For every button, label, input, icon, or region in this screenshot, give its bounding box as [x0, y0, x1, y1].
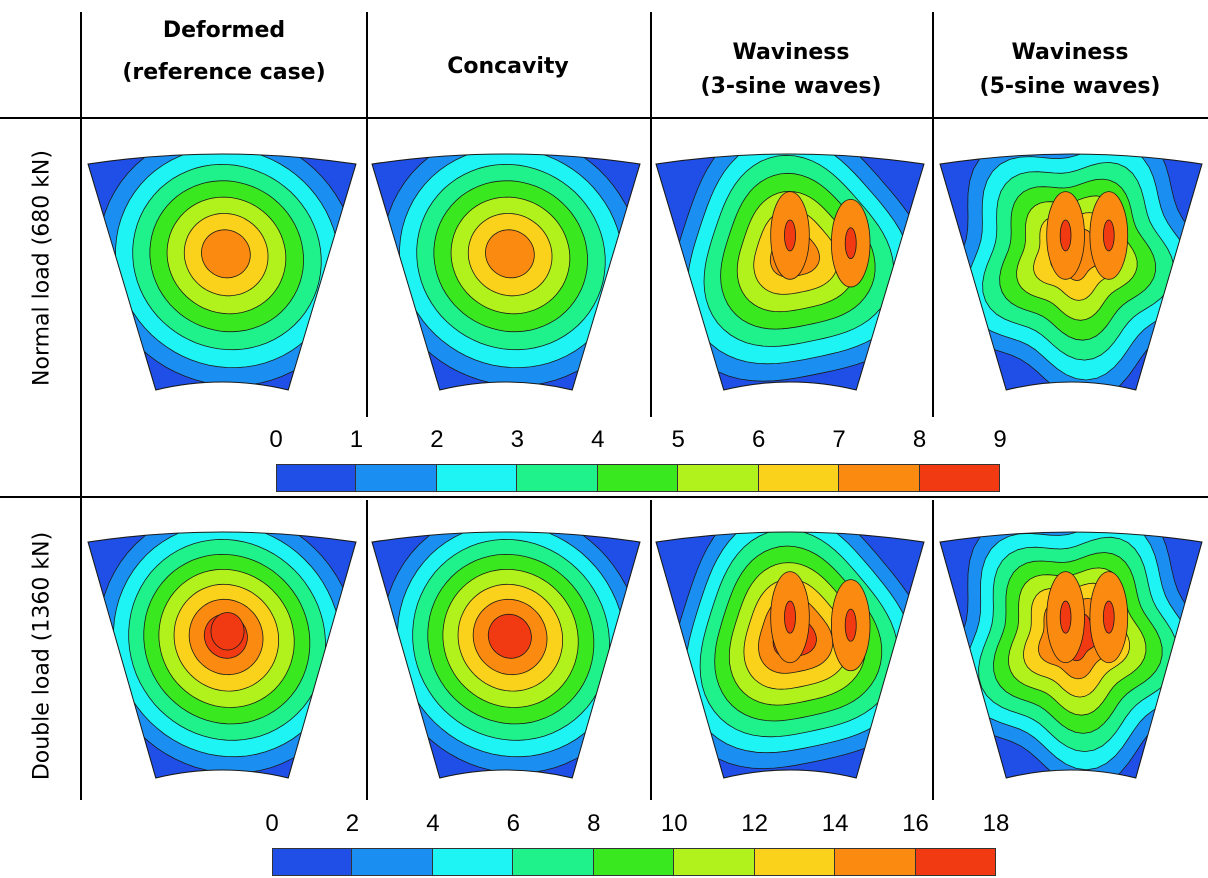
contour-border	[371, 531, 641, 779]
colorbar-segment	[513, 848, 594, 876]
contour-panel-normal-wave5	[939, 153, 1203, 391]
colorbar-segment	[915, 848, 996, 876]
contour-panel-normal-deformed	[87, 153, 357, 391]
grid-line-v2	[366, 12, 368, 417]
row-label-double-load: Double load (1360 kN)	[29, 531, 55, 781]
contour-panel-normal-concavity	[371, 153, 641, 391]
colorbar-segment	[919, 464, 1000, 492]
contour-border	[87, 153, 357, 391]
contour-border	[371, 153, 641, 391]
contour-peak-core	[784, 600, 796, 634]
contour-band	[201, 229, 251, 279]
colorbar-double-load: 0 2 4 6 8 10 12 14 16 18	[265, 810, 1009, 876]
colorbar-segment	[754, 848, 836, 876]
contour-panel-double-deformed	[87, 531, 357, 779]
colorbar-segment	[839, 464, 920, 492]
colorbar-segment	[272, 848, 353, 876]
grid-line-v4	[932, 12, 934, 417]
colorbar-segment	[432, 848, 514, 876]
grid-line-v1	[80, 12, 82, 800]
contour-panel-normal-wave3	[655, 153, 925, 391]
contour-band	[485, 229, 535, 279]
grid-line-h1	[0, 117, 1208, 119]
colorbar-tick-label: 6	[751, 426, 766, 453]
column-header-line1: Waviness	[1011, 40, 1129, 65]
colorbar-segment	[593, 848, 675, 876]
colorbar-tick-label: 9	[993, 426, 1007, 453]
column-header-waviness-3: Waviness (3-sine waves)	[650, 36, 932, 104]
colorbar-tick-label: 12	[741, 810, 769, 837]
colorbar-segment	[356, 464, 437, 492]
colorbar-tick-label: 10	[660, 810, 688, 837]
column-header-line1: Waviness	[732, 40, 850, 65]
contour-panel-double-wave3	[655, 531, 925, 779]
colorbar-tick-label: 16	[902, 810, 929, 837]
column-header-line1: Concavity	[447, 54, 569, 79]
colorbar-tick-label: 2	[430, 426, 444, 453]
colorbar-tick-label: 14	[821, 810, 849, 837]
colorbar-tick-label: 4	[426, 810, 440, 837]
colorbar-segment	[352, 848, 433, 876]
column-header-waviness-5: Waviness (5-sine waves)	[932, 36, 1208, 104]
colorbar-tick-label: 4	[591, 426, 605, 453]
column-header-line2: (reference case)	[122, 60, 326, 85]
contour-border	[939, 531, 1203, 779]
colorbar-segment	[517, 464, 598, 492]
column-header-deformed: Deformed (reference case)	[82, 14, 366, 90]
colorbar-segment	[758, 464, 840, 492]
column-header-line2: (5-sine waves)	[979, 74, 1161, 99]
colorbar-segment	[597, 464, 679, 492]
grid-line-v2b	[366, 500, 368, 800]
colorbar-segment	[276, 464, 357, 492]
contour-border	[939, 153, 1203, 391]
colorbar-segment	[436, 464, 518, 492]
contour-peak-core	[210, 612, 245, 651]
colorbar-tick-label: 0	[265, 810, 279, 837]
row-label-normal-load: Normal load (680 kN)	[29, 150, 55, 386]
colorbar-segment	[678, 464, 759, 492]
grid-line-v3	[650, 12, 652, 417]
colorbar-tick-label: 8	[587, 810, 601, 837]
colorbar-tick-label: 18	[982, 810, 1010, 837]
colorbar-tick-label: 7	[832, 426, 846, 453]
contour-peak-core	[1103, 219, 1115, 252]
column-header-concavity: Concavity	[366, 50, 650, 84]
colorbar-tick-label: 0	[269, 426, 283, 453]
colorbar-tick-label: 8	[912, 426, 927, 453]
colorbar-tick-label: 6	[506, 810, 521, 837]
contour-peak-core	[1059, 219, 1072, 252]
colorbar-tick-label: 3	[510, 426, 525, 453]
column-header-line1: Deformed	[162, 18, 286, 43]
contour-panel-double-concavity	[371, 531, 641, 779]
contour-panel-double-wave5	[939, 531, 1203, 779]
contour-border	[87, 531, 357, 779]
contour-peak-core	[844, 608, 857, 642]
contour-peak-core	[1059, 600, 1072, 634]
contour-peak-core	[844, 227, 857, 260]
colorbar-segment	[835, 848, 916, 876]
contour-border	[655, 531, 925, 779]
contour-band	[487, 613, 532, 659]
contour-peak-core	[1103, 600, 1115, 634]
grid-line-h2	[0, 496, 1208, 498]
contour-peak-core	[784, 219, 796, 252]
colorbar-tick-label: 5	[671, 426, 685, 453]
contour-border	[655, 153, 925, 391]
column-header-line2: (3-sine waves)	[700, 74, 882, 99]
grid-line-v3b	[650, 500, 652, 800]
colorbar-normal-load: 0 1 2 3 4 5 6 7 8 9	[269, 426, 1007, 492]
colorbar-tick-label: 1	[349, 426, 364, 453]
colorbar-segment	[674, 848, 755, 876]
grid-line-v4b	[932, 500, 934, 800]
colorbar-tick-label: 2	[345, 810, 360, 837]
